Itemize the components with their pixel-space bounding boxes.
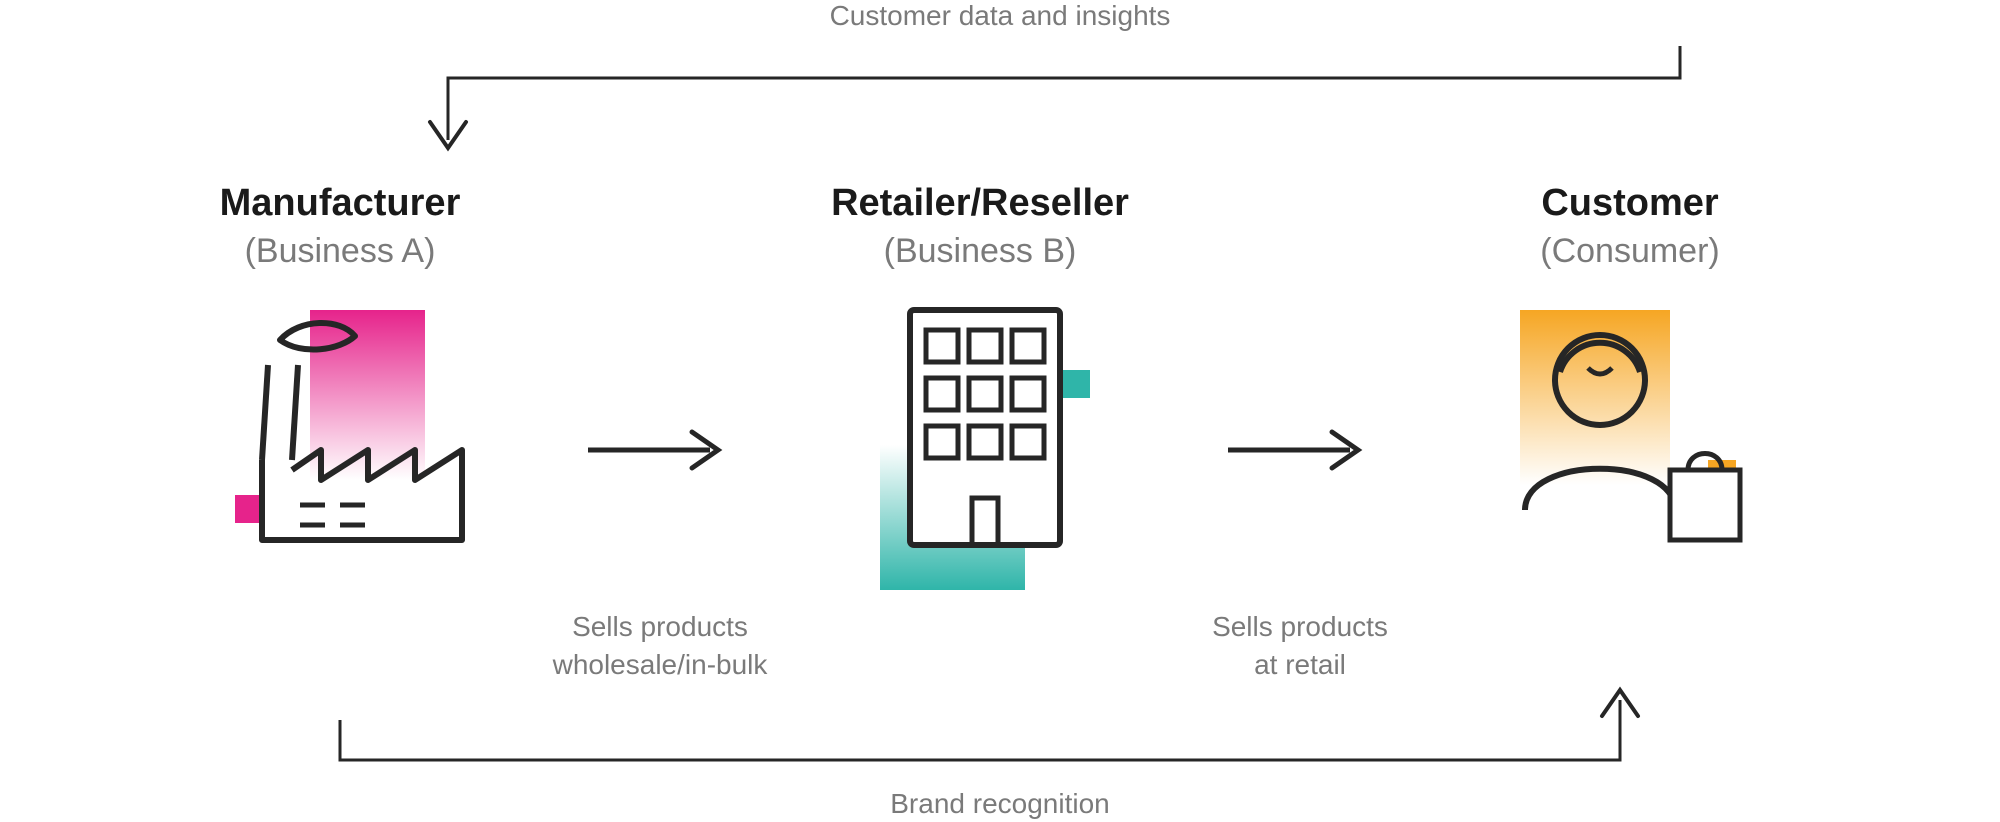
feedback-bottom-label: Brand recognition <box>600 788 1400 820</box>
feedback-bottom-arrow <box>0 0 2000 822</box>
b2b2c-flow-diagram: Customer data and insights Manufacturer … <box>0 0 2000 822</box>
